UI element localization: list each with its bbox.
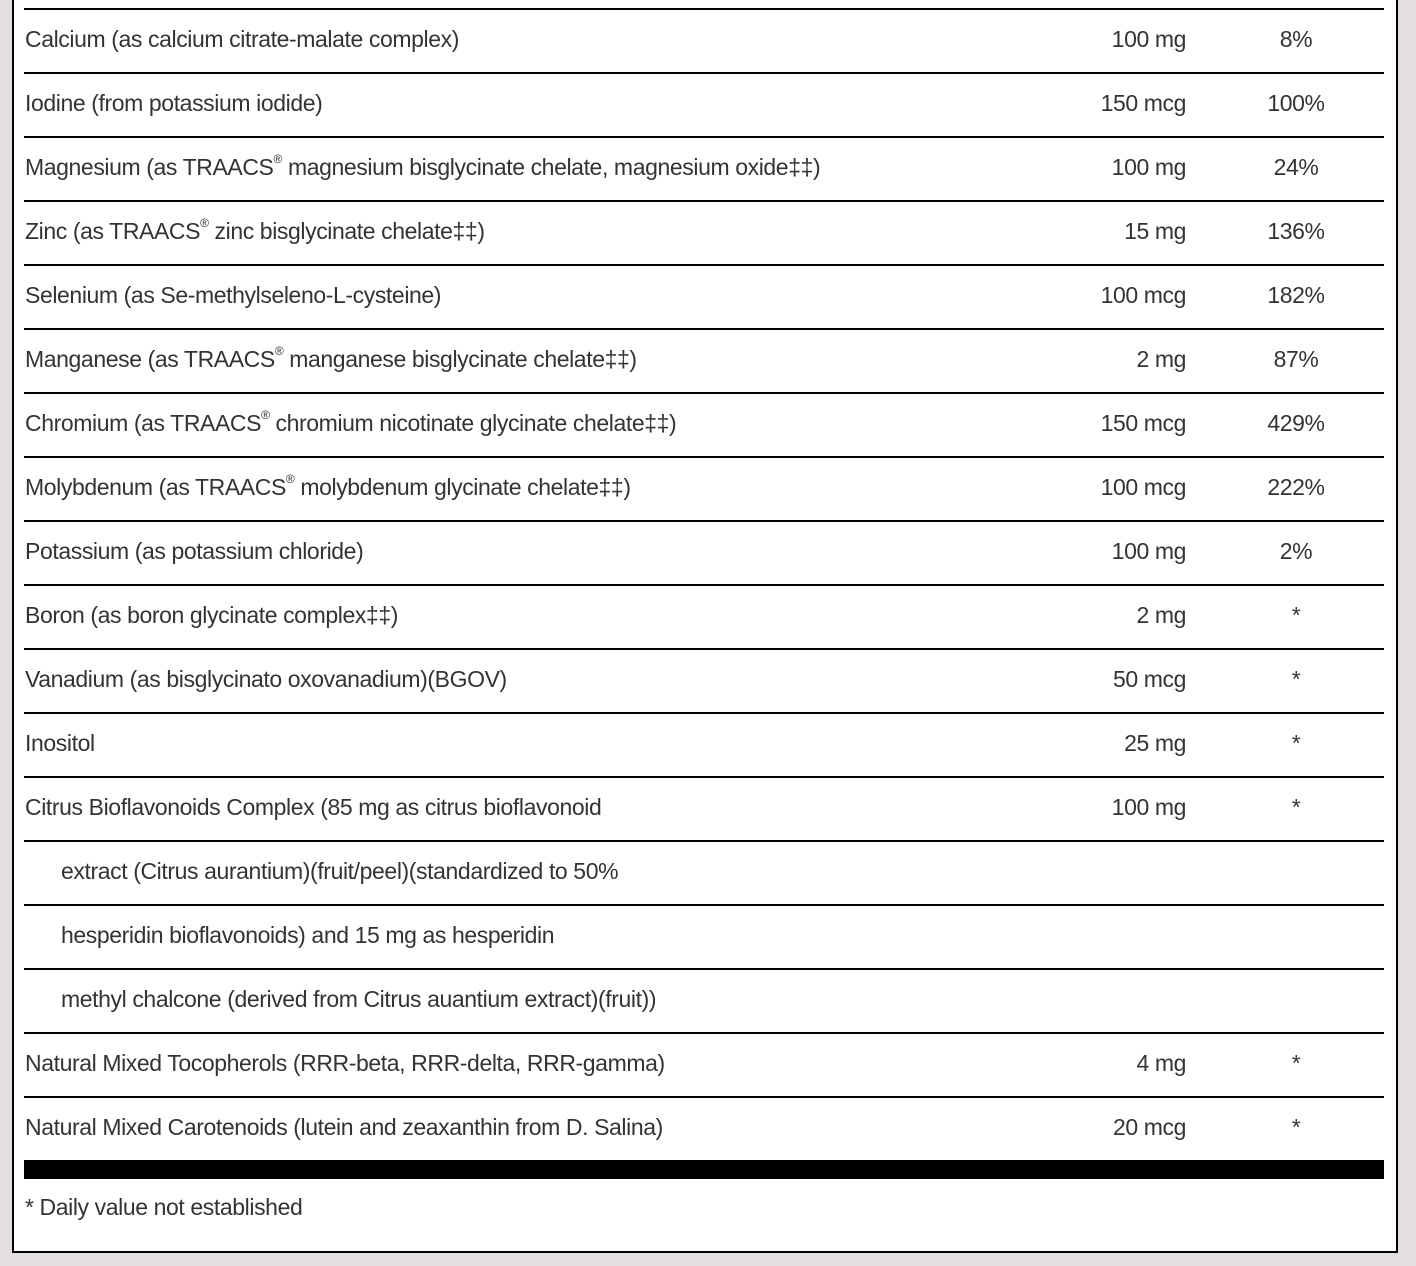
table-row: Calcium (as calcium citrate-malate compl… <box>24 8 1384 72</box>
nutrient-name: Iodine (from potassium iodide) <box>25 90 323 116</box>
nutrient-name: Natural Mixed Carotenoids (lutein and ze… <box>25 1114 663 1140</box>
table-row: Potassium (as potassium chloride) 100 mg 2… <box>24 520 1384 584</box>
amount-per-serving: 50 mcg <box>1112 666 1186 692</box>
nutrient-name: Selenium (as Se-methylseleno-L-cysteine) <box>25 282 442 308</box>
amount-per-serving: 25 mg <box>1124 730 1186 756</box>
table-row: Chromium (as TRAACS® chromium nicotinate… <box>24 392 1384 456</box>
amount-per-serving: 100 mg <box>1111 794 1187 820</box>
table-row: Molybdenum (as TRAACS® molybdenum glycin… <box>24 456 1384 520</box>
daily-value: 8% <box>1279 26 1313 52</box>
amount-per-serving: 100 mg <box>1111 26 1187 52</box>
nutrient-name: Zinc (as TRAACS® zinc bisglycinate chela… <box>25 216 485 244</box>
amount-per-serving: 100 mg <box>1111 154 1187 180</box>
daily-value: 100% <box>1267 90 1325 116</box>
amount-per-serving: 100 mcg <box>1100 282 1187 308</box>
amount-per-serving: 2 mg <box>1136 602 1186 628</box>
nutrient-name: Chromium (as TRAACS® chromium nicotinate… <box>25 408 677 436</box>
table-row: Magnesium (as TRAACS® magnesium bisglyci… <box>24 136 1384 200</box>
daily-value: 136% <box>1267 218 1325 244</box>
nutrient-name: Natural Mixed Tocopherols (RRR-beta, RRR… <box>25 1050 665 1076</box>
daily-value: 2% <box>1279 538 1313 564</box>
daily-value: * <box>1291 666 1301 692</box>
amount-per-serving: 150 mcg <box>1100 410 1187 436</box>
amount-per-serving: 150 mcg <box>1100 90 1187 116</box>
nutrient-name: Manganese (as TRAACS® manganese bisglyci… <box>25 344 637 372</box>
amount-per-serving: 20 mcg <box>1112 1114 1186 1140</box>
daily-value: * <box>1291 730 1301 756</box>
daily-value: 87% <box>1273 346 1319 372</box>
table-row: methyl chalcone (derived from Citrus aua… <box>24 968 1384 1032</box>
nutrient-name: hesperidin bioflavonoids) and 15 mg as h… <box>61 922 555 948</box>
amount-per-serving: 100 mg <box>1111 538 1187 564</box>
supplement-facts-panel <box>12 0 1398 1253</box>
amount-per-serving: 2 mg <box>1136 346 1186 372</box>
daily-value: 429% <box>1267 410 1325 436</box>
daily-value: * <box>1291 1114 1301 1140</box>
nutrient-name: Vanadium (as bisglycinato oxovanadium)(B… <box>25 666 507 692</box>
daily-value: 222% <box>1267 474 1325 500</box>
daily-value: * <box>1291 602 1301 628</box>
table-row: Inositol 25 mg * <box>24 712 1384 776</box>
daily-value: 182% <box>1267 282 1325 308</box>
nutrient-name: Citrus Bioflavonoids Complex (85 mg as c… <box>25 794 602 820</box>
daily-value: 24% <box>1273 154 1319 180</box>
table-row: Citrus Bioflavonoids Complex (85 mg as c… <box>24 776 1384 840</box>
footnote: * Daily value not established <box>25 1194 303 1220</box>
nutrient-name: extract (Citrus aurantium)(fruit/peel)(s… <box>61 858 619 884</box>
daily-value: * <box>1291 794 1301 820</box>
table-row: Iodine (from potassium iodide) 150 mcg 100… <box>24 72 1384 136</box>
table-row: Natural Mixed Tocopherols (RRR-beta, RRR… <box>24 1032 1384 1096</box>
nutrient-name: Calcium (as calcium citrate-malate compl… <box>25 26 459 52</box>
nutrient-name: Potassium (as potassium chloride) <box>25 538 364 564</box>
table-row: Boron (as boron glycinate complex‡‡) 2 mg… <box>24 584 1384 648</box>
nutrient-table: Calcium (as calcium citrate-malate compl… <box>24 8 1384 1160</box>
nutrient-name: Boron (as boron glycinate complex‡‡) <box>25 602 398 628</box>
table-row: extract (Citrus aurantium)(fruit/peel)(s… <box>24 840 1384 904</box>
table-row: hesperidin bioflavonoids) and 15 mg as h… <box>24 904 1384 968</box>
nutrient-name: Magnesium (as TRAACS® magnesium bisglyci… <box>25 152 821 180</box>
amount-per-serving: 4 mg <box>1136 1050 1186 1076</box>
thick-divider <box>24 1160 1384 1179</box>
table-row: Natural Mixed Carotenoids (lutein and ze… <box>24 1096 1384 1160</box>
nutrient-name: Inositol <box>25 730 95 756</box>
nutrient-name: Molybdenum (as TRAACS® molybdenum glycin… <box>25 472 631 500</box>
amount-per-serving: 100 mcg <box>1100 474 1187 500</box>
table-row: Selenium (as Se-methylseleno-L-cysteine)… <box>24 264 1384 328</box>
table-row: Zinc (as TRAACS® zinc bisglycinate chela… <box>24 200 1384 264</box>
table-row: Manganese (as TRAACS® manganese bisglyci… <box>24 328 1384 392</box>
daily-value: * <box>1291 1050 1301 1076</box>
nutrient-name: methyl chalcone (derived from Citrus aua… <box>61 986 657 1012</box>
table-row: Vanadium (as bisglycinato oxovanadium)(B… <box>24 648 1384 712</box>
amount-per-serving: 15 mg <box>1124 218 1186 244</box>
